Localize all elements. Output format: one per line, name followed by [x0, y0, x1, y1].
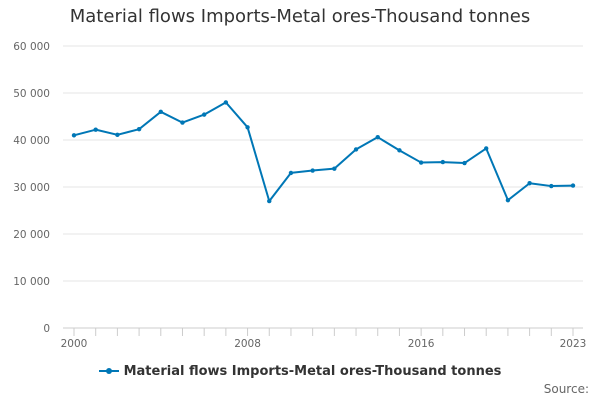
data-point[interactable]	[267, 198, 272, 204]
x-tick-label: 2023	[560, 338, 587, 350]
x-tick-label: 2000	[61, 338, 88, 350]
plot-area	[71, 100, 576, 204]
data-point[interactable]	[332, 166, 337, 171]
data-point[interactable]	[288, 170, 294, 176]
y-tick-label: 30 000	[13, 182, 50, 194]
data-point[interactable]	[136, 126, 142, 132]
x-tick-label: 2008	[234, 338, 261, 350]
y-tick-labels: 0 10 000 20 000 30 000 40 000 50 000 60 000	[13, 41, 50, 335]
data-point[interactable]	[93, 127, 98, 132]
y-tick-label: 20 000	[13, 229, 50, 241]
data-point[interactable]	[505, 197, 511, 203]
source-label: Source:	[543, 382, 589, 396]
data-point[interactable]	[71, 133, 77, 138]
data-point[interactable]	[245, 125, 250, 130]
data-point[interactable]	[440, 159, 446, 165]
data-point[interactable]	[570, 183, 576, 188]
gridlines	[63, 45, 583, 282]
data-point[interactable]	[549, 183, 554, 189]
data-point[interactable]	[115, 132, 120, 138]
legend[interactable]: Material flows Imports-Metal ores-Thousa…	[0, 364, 600, 379]
data-point[interactable]	[527, 181, 532, 186]
y-tick-label: 0	[43, 323, 50, 335]
legend-swatch	[98, 367, 119, 374]
data-point[interactable]	[462, 160, 467, 166]
y-tick-label: 60 000	[13, 41, 50, 53]
y-tick-label: 50 000	[13, 88, 50, 100]
data-point[interactable]	[158, 109, 163, 115]
data-point[interactable]	[397, 148, 402, 153]
axes	[63, 327, 583, 336]
y-tick-label: 40 000	[13, 135, 50, 147]
data-point[interactable]	[180, 120, 185, 125]
data-point[interactable]	[201, 112, 207, 117]
y-tick-label: 10 000	[13, 276, 50, 288]
data-point[interactable]	[484, 146, 489, 151]
series-line	[73, 101, 574, 203]
chart-title: Material flows Imports-Metal ores-Thousa…	[69, 6, 531, 27]
data-point[interactable]	[418, 160, 424, 165]
legend-label: Material flows Imports-Metal ores-Thousa…	[123, 364, 502, 379]
data-point[interactable]	[223, 100, 229, 105]
x-tick-labels: 2000 2008 2016 2023	[61, 338, 587, 350]
x-tick-label: 2016	[408, 338, 435, 350]
data-point[interactable]	[375, 134, 380, 140]
data-point[interactable]	[353, 147, 359, 152]
data-point[interactable]	[310, 168, 315, 173]
